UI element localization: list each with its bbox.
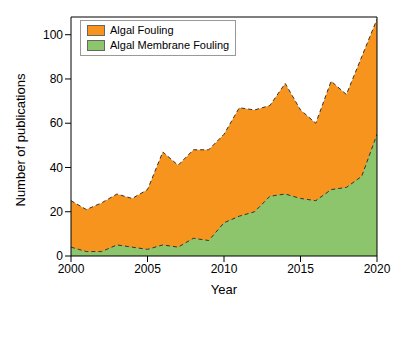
svg-text:100: 100 [43, 28, 63, 42]
html-text:Algal Membrane Fouling: Algal Membrane Fouling [110, 39, 230, 51]
svg-text:0: 0 [56, 249, 63, 263]
svg-text:Year: Year [211, 282, 238, 297]
svg-text:2005: 2005 [134, 262, 161, 276]
svg-text:Number of publications: Number of publications [13, 73, 28, 206]
svg-text:2010: 2010 [211, 262, 238, 276]
svg-text:40: 40 [50, 161, 64, 175]
svg-text:80: 80 [50, 72, 64, 86]
svg-text:2015: 2015 [287, 262, 314, 276]
svg-text:20: 20 [50, 205, 64, 219]
svg-text:2020: 2020 [364, 262, 391, 276]
html-text:Algal Fouling: Algal Fouling [110, 24, 174, 36]
svg-text:60: 60 [50, 116, 64, 130]
svg-text:2000: 2000 [58, 262, 85, 276]
